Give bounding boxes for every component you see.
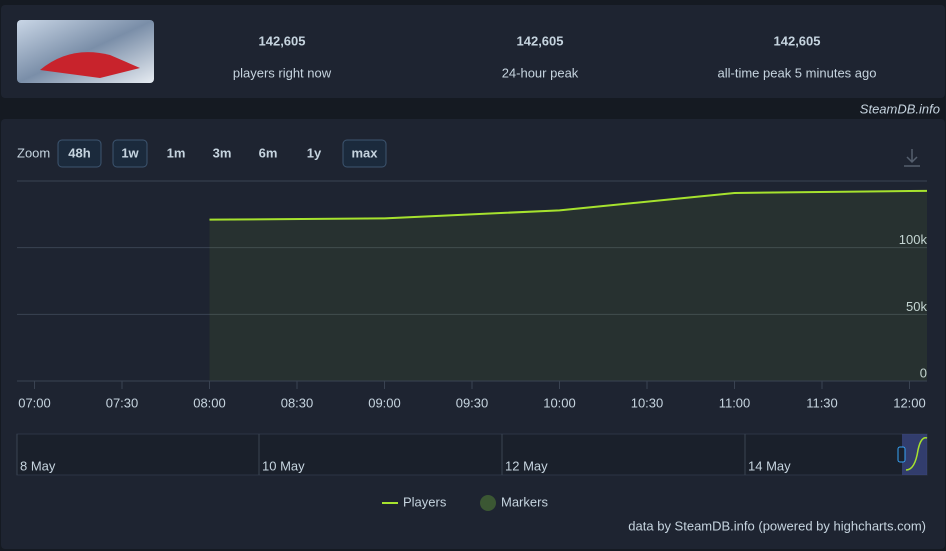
x-tick-label: 09:00 bbox=[368, 395, 401, 410]
zoom-button[interactable] bbox=[112, 139, 148, 168]
x-tick-label: 11:00 bbox=[719, 395, 751, 410]
zoom-button-label[interactable]: 3m bbox=[213, 145, 232, 160]
stat-label: players right now bbox=[233, 65, 332, 80]
x-tick-label: 10:00 bbox=[543, 395, 576, 410]
x-tick-label: 07:30 bbox=[106, 395, 139, 410]
watermark: SteamDB.info bbox=[860, 101, 940, 116]
navigator-label: 12 May bbox=[505, 458, 548, 473]
x-tick-label: 07:00 bbox=[18, 395, 51, 410]
stats-panel bbox=[1, 5, 945, 98]
stat-value: 142,605 bbox=[774, 33, 821, 48]
x-tick-label: 11:30 bbox=[806, 395, 838, 410]
area bbox=[209, 190, 927, 381]
stat-value: 142,605 bbox=[259, 33, 306, 48]
navigator-label: 8 May bbox=[20, 458, 56, 473]
game-image-car bbox=[40, 52, 140, 78]
stat-label: all-time peak 5 minutes ago bbox=[718, 65, 877, 80]
zoom-button-label[interactable]: 6m bbox=[259, 145, 278, 160]
legend-marker bbox=[480, 495, 496, 511]
zoom-button[interactable] bbox=[57, 139, 102, 168]
navigator-line bbox=[905, 437, 928, 471]
navigator-handle[interactable] bbox=[897, 446, 906, 463]
stat-label: 24-hour peak bbox=[502, 65, 579, 80]
legend-label[interactable]: Markers bbox=[501, 494, 548, 509]
zoom-button-label[interactable]: max bbox=[351, 145, 378, 160]
x-tick-label: 08:00 bbox=[193, 395, 226, 410]
navigator-label: 10 May bbox=[262, 458, 305, 473]
zoom-button-label[interactable]: 1m bbox=[167, 145, 186, 160]
zoom-label: Zoom bbox=[17, 145, 50, 160]
y-tick-label: 100k bbox=[899, 232, 928, 247]
stat-value: 142,605 bbox=[517, 33, 564, 48]
x-tick-label: 08:30 bbox=[281, 395, 314, 410]
navigator bbox=[16, 433, 928, 476]
x-tick-label: 10:30 bbox=[631, 395, 664, 410]
zoom-button-label[interactable]: 1y bbox=[307, 145, 322, 160]
x-tick-label: 12:00 bbox=[893, 395, 926, 410]
y-tick-label: 50k bbox=[906, 299, 927, 314]
navigator-window[interactable] bbox=[902, 434, 927, 475]
zoom-button-label[interactable]: 1w bbox=[121, 145, 139, 160]
zoom-button-label[interactable]: 48h bbox=[68, 145, 90, 160]
navigator-label: 14 May bbox=[748, 458, 791, 473]
legend-label[interactable]: Players bbox=[403, 494, 447, 509]
line bbox=[209, 189, 928, 221]
download-icon[interactable] bbox=[904, 149, 920, 167]
credits[interactable]: data by SteamDB.info (powered by highcha… bbox=[628, 518, 926, 533]
x-tick-label: 09:30 bbox=[456, 395, 489, 410]
zoom-button[interactable] bbox=[342, 139, 387, 168]
y-tick-label: 0 bbox=[920, 365, 927, 380]
